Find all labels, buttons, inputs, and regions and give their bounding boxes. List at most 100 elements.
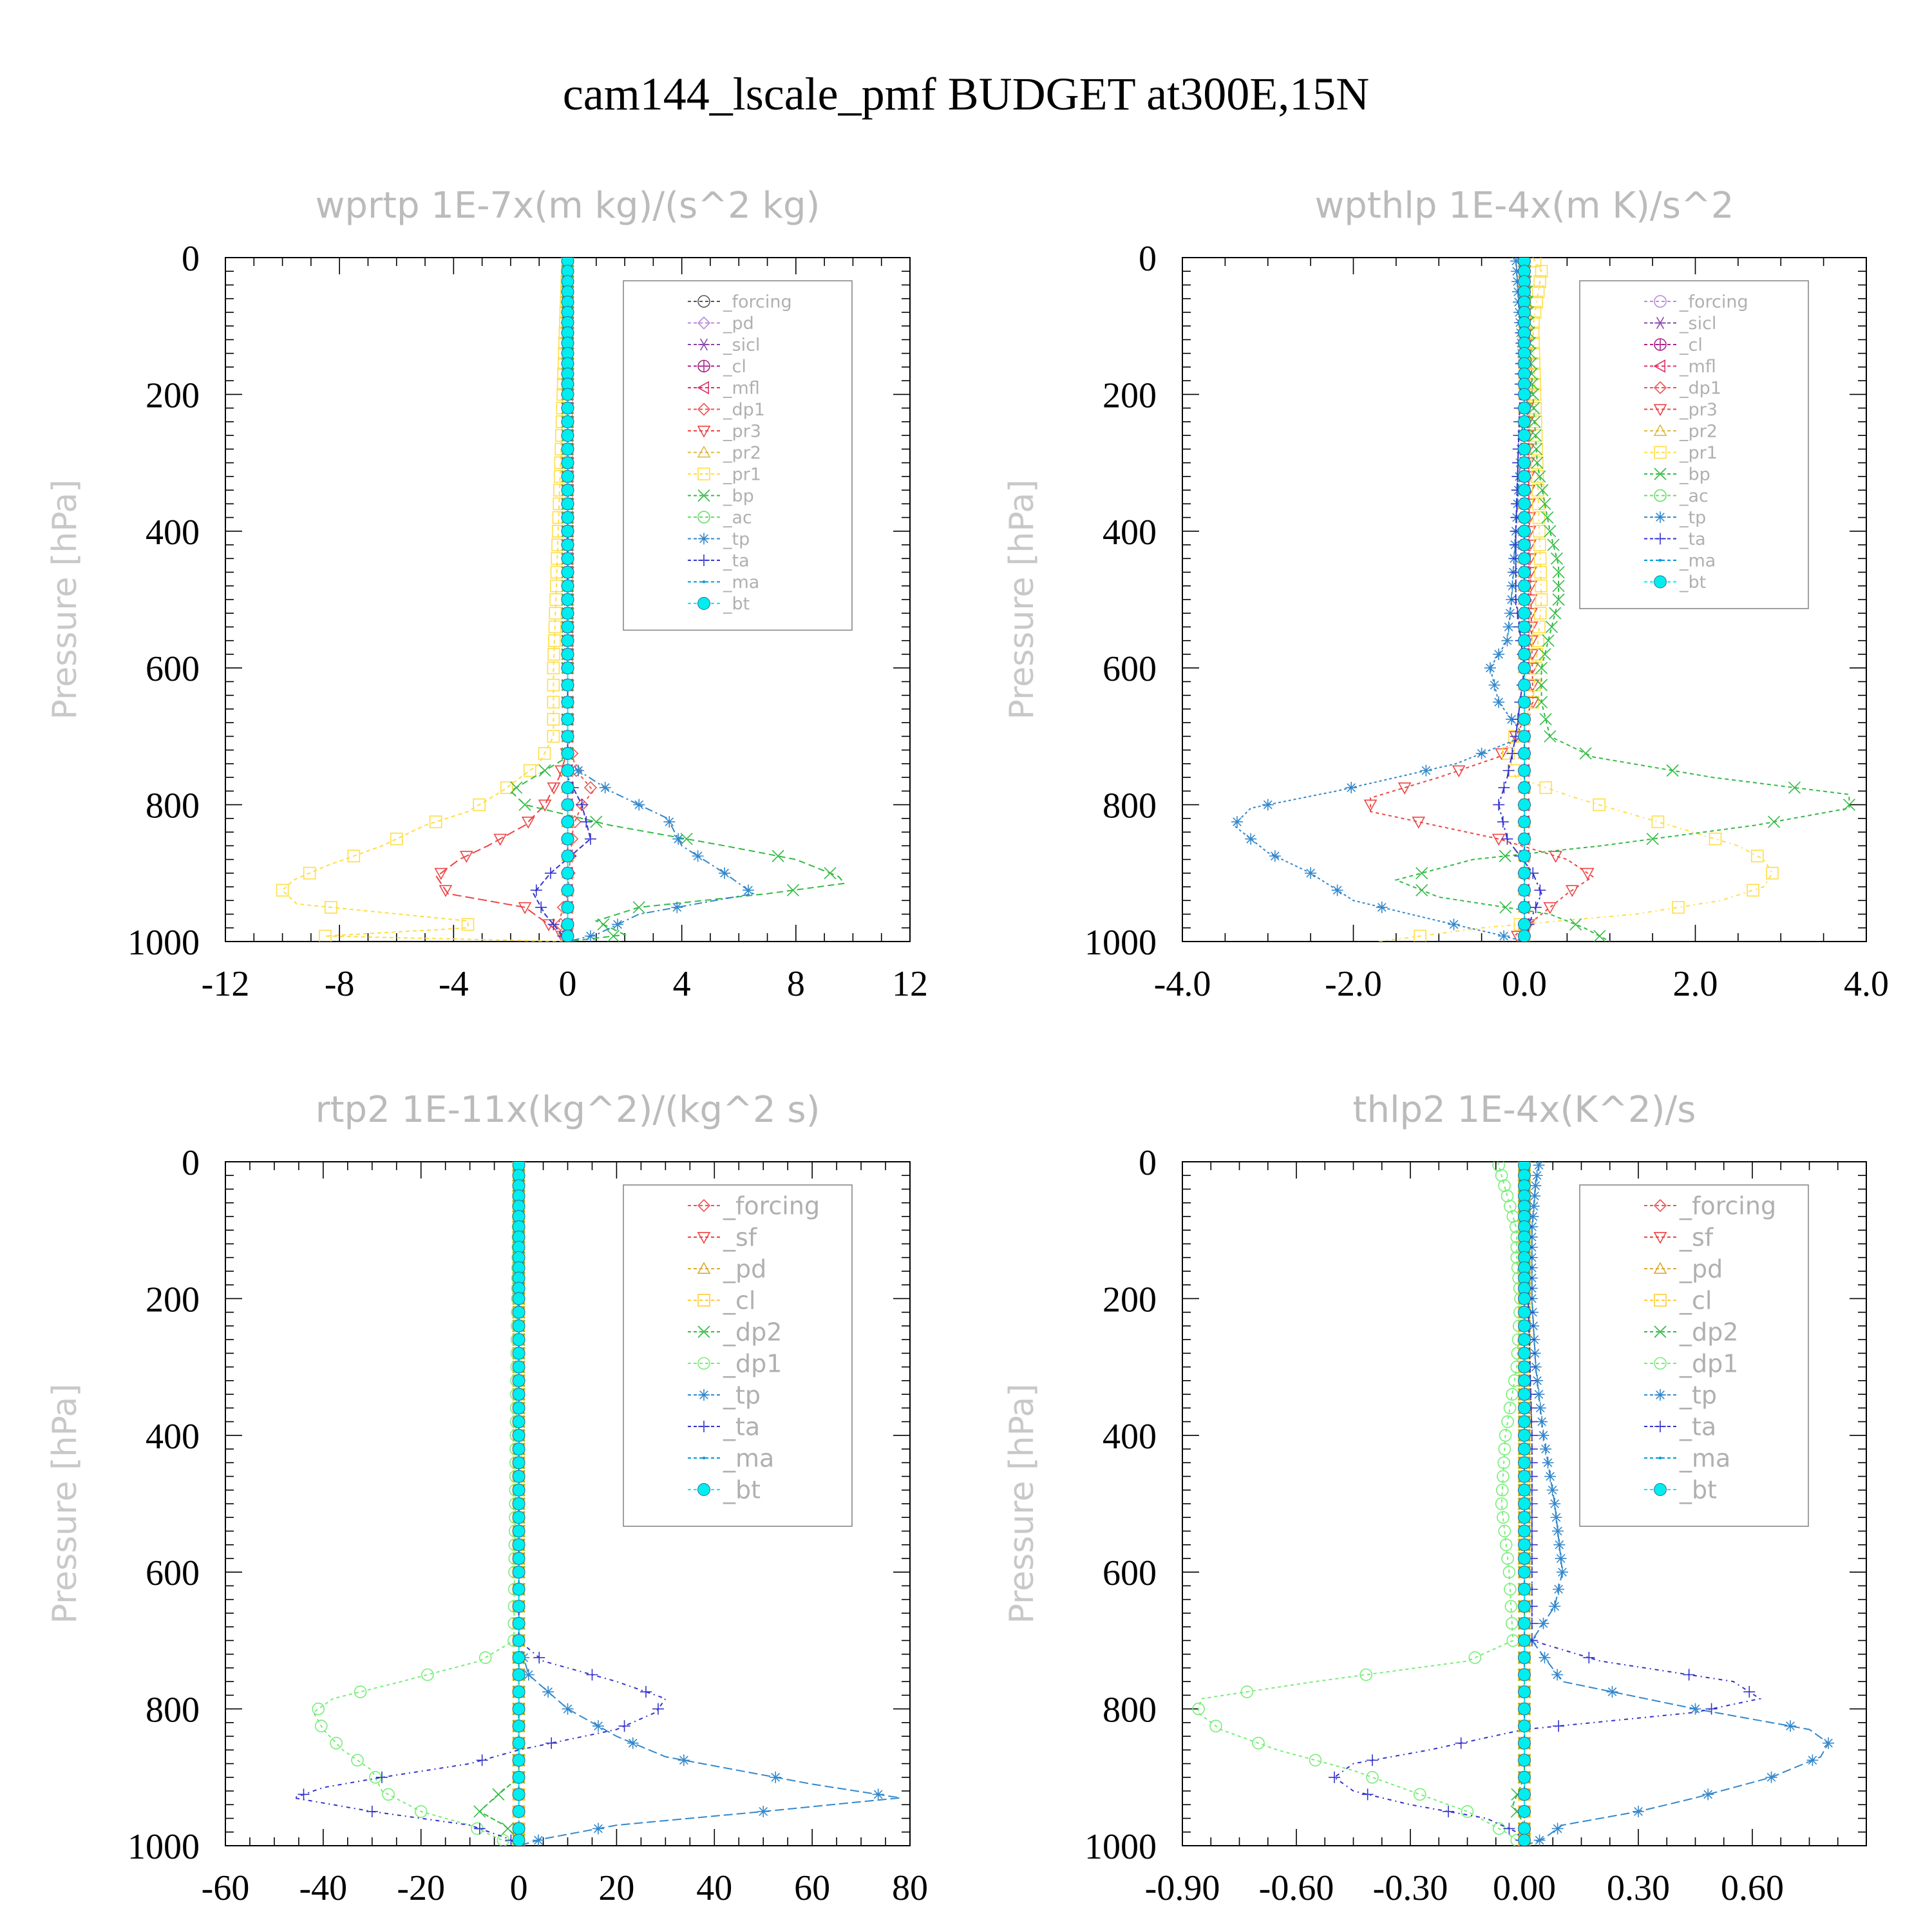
series-point <box>1654 1357 1667 1370</box>
series-point <box>1518 884 1531 897</box>
series-point <box>1709 832 1722 846</box>
series-point <box>1518 1360 1531 1374</box>
legend-label: _pr2 <box>1679 421 1718 441</box>
legend-label: _bt <box>1679 1475 1717 1504</box>
series-point <box>1498 782 1510 794</box>
series-point <box>1493 799 1505 811</box>
series-point <box>351 1754 364 1767</box>
series-point <box>1539 713 1552 726</box>
series-point <box>1506 1617 1519 1630</box>
series-point <box>1518 747 1531 760</box>
series-point <box>1533 1388 1545 1401</box>
legend-item: _cl <box>688 357 746 377</box>
legend-label: _ac <box>1679 486 1709 506</box>
legend-label: _cl <box>723 357 746 377</box>
series-point <box>1528 1200 1540 1213</box>
series-point <box>1506 713 1518 725</box>
series-point <box>276 884 289 897</box>
legend-box <box>623 280 853 631</box>
series-line <box>291 1162 667 1846</box>
series-point <box>549 607 562 620</box>
legend-label: _pd <box>723 1255 766 1283</box>
series-point <box>561 866 574 880</box>
legend: _forcing_sicl_cl_mfl_dp1_pr3_pr2_pr1_bp_… <box>1579 280 1809 609</box>
series-point <box>1534 884 1546 896</box>
series-point <box>1557 1566 1568 1578</box>
panel-title: thlp2 1E-4x(K^2)/s <box>1353 1089 1696 1131</box>
series-pr1 <box>276 258 574 942</box>
series-point <box>512 1702 526 1716</box>
series-point <box>1231 816 1243 828</box>
series-point <box>1569 918 1582 931</box>
legend-label: _dp1 <box>723 1349 782 1378</box>
series-point <box>512 1754 526 1767</box>
series-point <box>1518 565 1531 579</box>
legend-item: _forcing <box>1644 292 1748 312</box>
series-point <box>1511 265 1523 278</box>
series-point <box>434 867 448 880</box>
legend-item: _bt <box>1644 1475 1717 1504</box>
series-point <box>512 1566 526 1579</box>
series-point <box>1518 1388 1531 1401</box>
series-point <box>1702 1788 1714 1801</box>
series-point <box>1654 468 1667 480</box>
series-point <box>1363 799 1378 812</box>
series-point <box>1359 1668 1372 1681</box>
series-point <box>561 634 574 647</box>
series-point <box>1518 929 1531 942</box>
series-point <box>561 661 574 675</box>
series-point <box>473 1805 486 1818</box>
series-point <box>1654 1294 1667 1307</box>
legend-item: _cl <box>1644 335 1703 355</box>
series-point <box>315 1719 328 1732</box>
series-point <box>1823 1737 1834 1749</box>
series-point <box>512 1319 526 1332</box>
series-point <box>1518 1443 1531 1455</box>
series-point <box>512 1582 526 1596</box>
series-point <box>698 338 710 351</box>
series-point <box>1518 1305 1531 1319</box>
legend-item: _sf <box>1644 1223 1714 1251</box>
series-point <box>1331 884 1343 896</box>
series-point <box>562 1703 574 1715</box>
series-point <box>1518 1552 1531 1565</box>
y-tick-label: 400 <box>146 513 200 553</box>
panel-2: wpthlp 1E-4x(m K)/s^2 Pressure [hPa] 0 200 4… <box>1003 185 1889 1004</box>
series-point <box>1529 1190 1541 1202</box>
series-point <box>1475 747 1488 759</box>
series-point <box>1518 1668 1531 1681</box>
y-axis-label: Pressure [hPa] <box>46 480 84 720</box>
series-point <box>512 1401 526 1415</box>
legend-label: _tp <box>1679 507 1706 527</box>
series-point <box>1518 1347 1531 1360</box>
series-point <box>1768 815 1781 828</box>
series-point <box>1579 747 1592 760</box>
series-point <box>530 884 542 896</box>
series-point <box>697 1357 710 1370</box>
series-point <box>1416 867 1428 880</box>
series-point <box>542 1686 554 1698</box>
legend-label: _ma <box>1679 551 1716 571</box>
x-tick-label: -0.90 <box>1145 1868 1220 1908</box>
series-point <box>692 850 704 862</box>
legend-item: _ta <box>1644 1412 1716 1441</box>
series-point <box>697 425 711 438</box>
y-tick-label: 200 <box>146 1280 200 1320</box>
series-point <box>561 798 574 811</box>
series-point <box>1518 1822 1531 1835</box>
series-point <box>1552 593 1565 606</box>
series-point <box>584 930 596 942</box>
x-tick-label: 0 <box>510 1868 528 1908</box>
y-tick-label: 400 <box>1103 1417 1157 1457</box>
series-point <box>1551 1823 1564 1835</box>
series-point <box>1495 748 1508 761</box>
series-point <box>1518 552 1531 565</box>
series-point <box>1653 381 1667 395</box>
series-point <box>1518 849 1531 863</box>
series-point <box>1544 525 1557 538</box>
series-point <box>1504 1600 1518 1613</box>
series-point <box>1499 1538 1513 1551</box>
series-point <box>493 833 507 846</box>
series-point <box>1542 1457 1554 1469</box>
legend-label: _tp <box>723 529 750 549</box>
